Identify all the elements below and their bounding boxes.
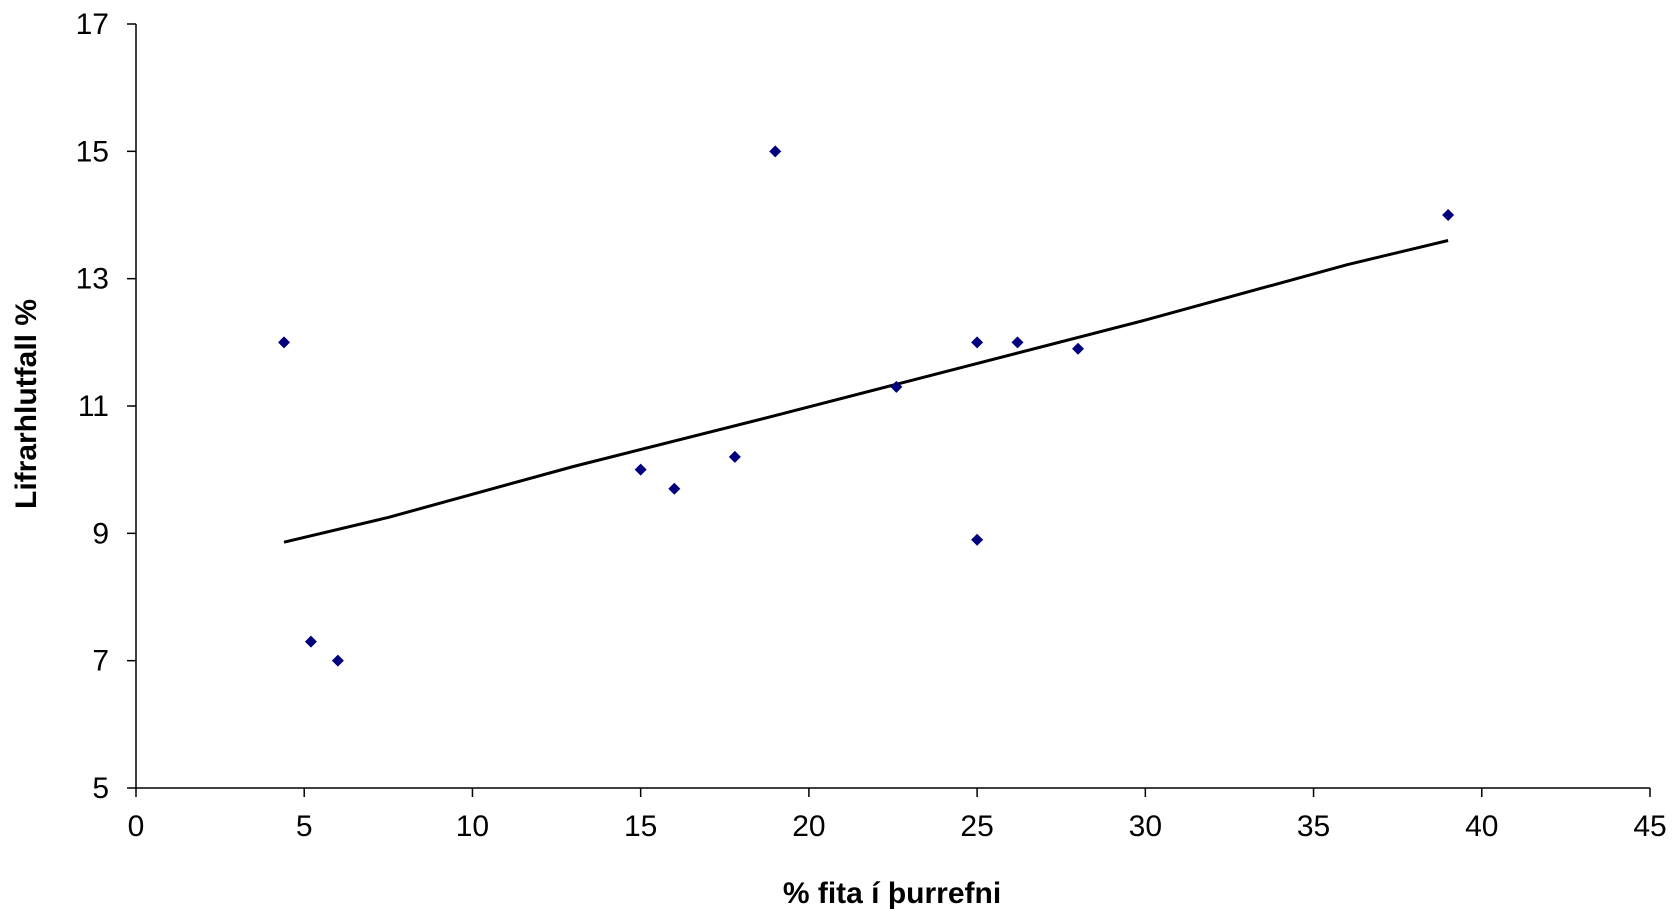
data-point <box>1072 342 1085 355</box>
data-point <box>1442 209 1455 221</box>
data-point <box>1011 336 1024 349</box>
x-tick-label: 20 <box>792 810 825 843</box>
x-axis-title: % fita í þurrefni <box>783 877 1001 910</box>
y-axis-ticks: 5 7 9 11 13 15 17 <box>76 8 136 805</box>
y-tick-label: 17 <box>76 8 109 41</box>
data-point <box>331 654 344 667</box>
data-point <box>304 635 317 648</box>
data-point <box>278 336 291 349</box>
trendline <box>283 239 1449 544</box>
y-tick-label: 11 <box>78 390 109 423</box>
y-tick-label: 9 <box>92 517 109 550</box>
x-axis-ticks: 0 5 10 15 20 25 30 35 40 45 <box>128 788 1667 843</box>
data-point <box>971 336 984 349</box>
x-tick-label: 5 <box>296 810 313 843</box>
x-tick-label: 40 <box>1465 810 1498 843</box>
x-tick-label: 35 <box>1297 810 1330 843</box>
x-tick-label: 25 <box>960 810 993 843</box>
y-tick-label: 13 <box>76 263 109 296</box>
data-point <box>971 533 984 546</box>
data-point <box>728 450 741 463</box>
y-tick-label: 15 <box>76 135 109 168</box>
x-tick-label: 15 <box>624 810 657 843</box>
data-point <box>890 380 903 393</box>
x-tick-label: 0 <box>128 810 145 843</box>
data-points <box>278 145 1455 667</box>
y-tick-label: 5 <box>92 772 109 805</box>
data-point <box>769 145 782 158</box>
x-tick-label: 10 <box>456 810 489 843</box>
data-point <box>668 482 681 495</box>
x-tick-label: 45 <box>1633 810 1666 843</box>
y-tick-label: 7 <box>92 645 109 678</box>
x-tick-label: 30 <box>1129 810 1162 843</box>
data-point <box>634 463 647 476</box>
y-axis-title: Lifrarhlutfall % <box>10 299 43 509</box>
